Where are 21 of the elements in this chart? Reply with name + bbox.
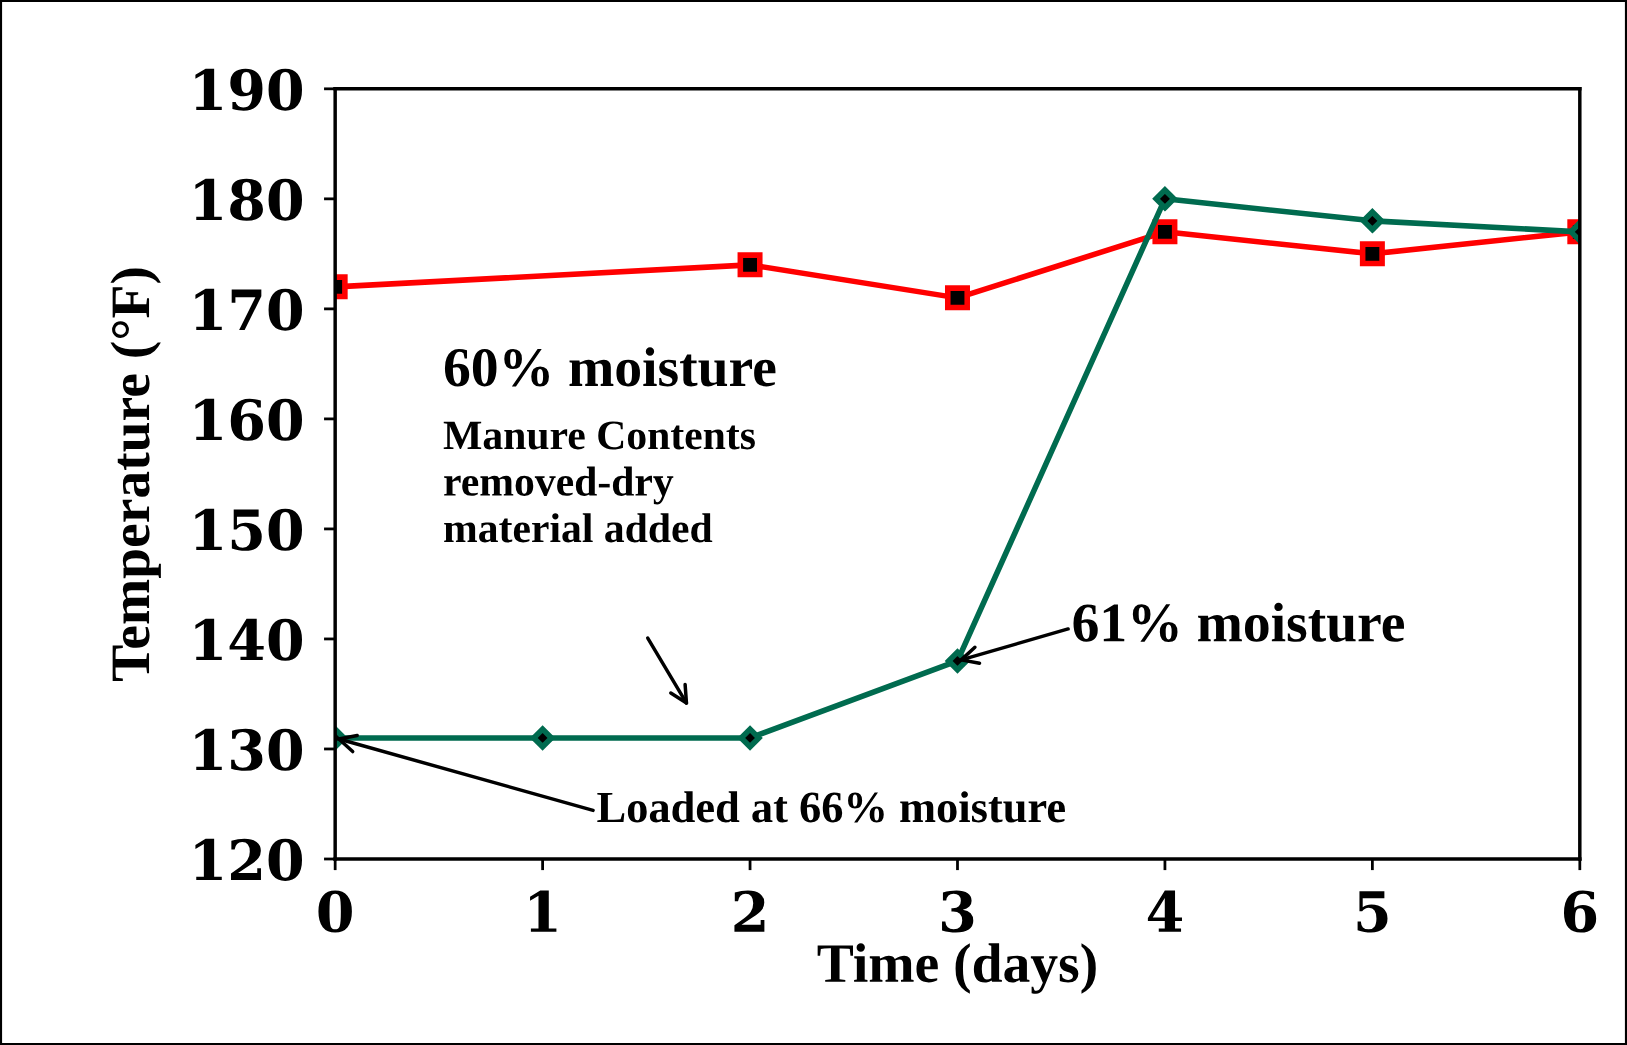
y-tick-label: 150 <box>195 508 302 551</box>
series-label: 60% moisture <box>444 347 776 387</box>
y-tick-label: 130 <box>195 728 302 771</box>
y-tick-label: 190 <box>195 68 302 111</box>
y-tick-label: 160 <box>195 398 302 441</box>
x-tick-label: 3 <box>942 890 974 933</box>
y-tick-label: 140 <box>195 618 302 661</box>
annotation: Manure Contents removed-dry material added <box>443 421 755 543</box>
y-tick-label: 120 <box>195 838 302 881</box>
y-tick-label: 170 <box>195 288 302 331</box>
x-tick-label: 5 <box>1357 891 1388 933</box>
x-tick-label: 0 <box>318 890 352 933</box>
x-axis-title: Time (days) <box>817 943 1096 994</box>
annotation: Loaded at 66% moisture <box>597 791 1065 823</box>
y-tick-label: 180 <box>195 178 302 221</box>
x-tick-label: 2 <box>734 890 765 932</box>
x-tick-label: 1 <box>530 890 557 932</box>
x-tick-label: 4 <box>1147 890 1182 932</box>
x-tick-label: 6 <box>1563 890 1597 933</box>
y-axis-title: Temperature (°F) <box>110 268 161 681</box>
annotation: 61% moisture <box>1073 602 1404 643</box>
